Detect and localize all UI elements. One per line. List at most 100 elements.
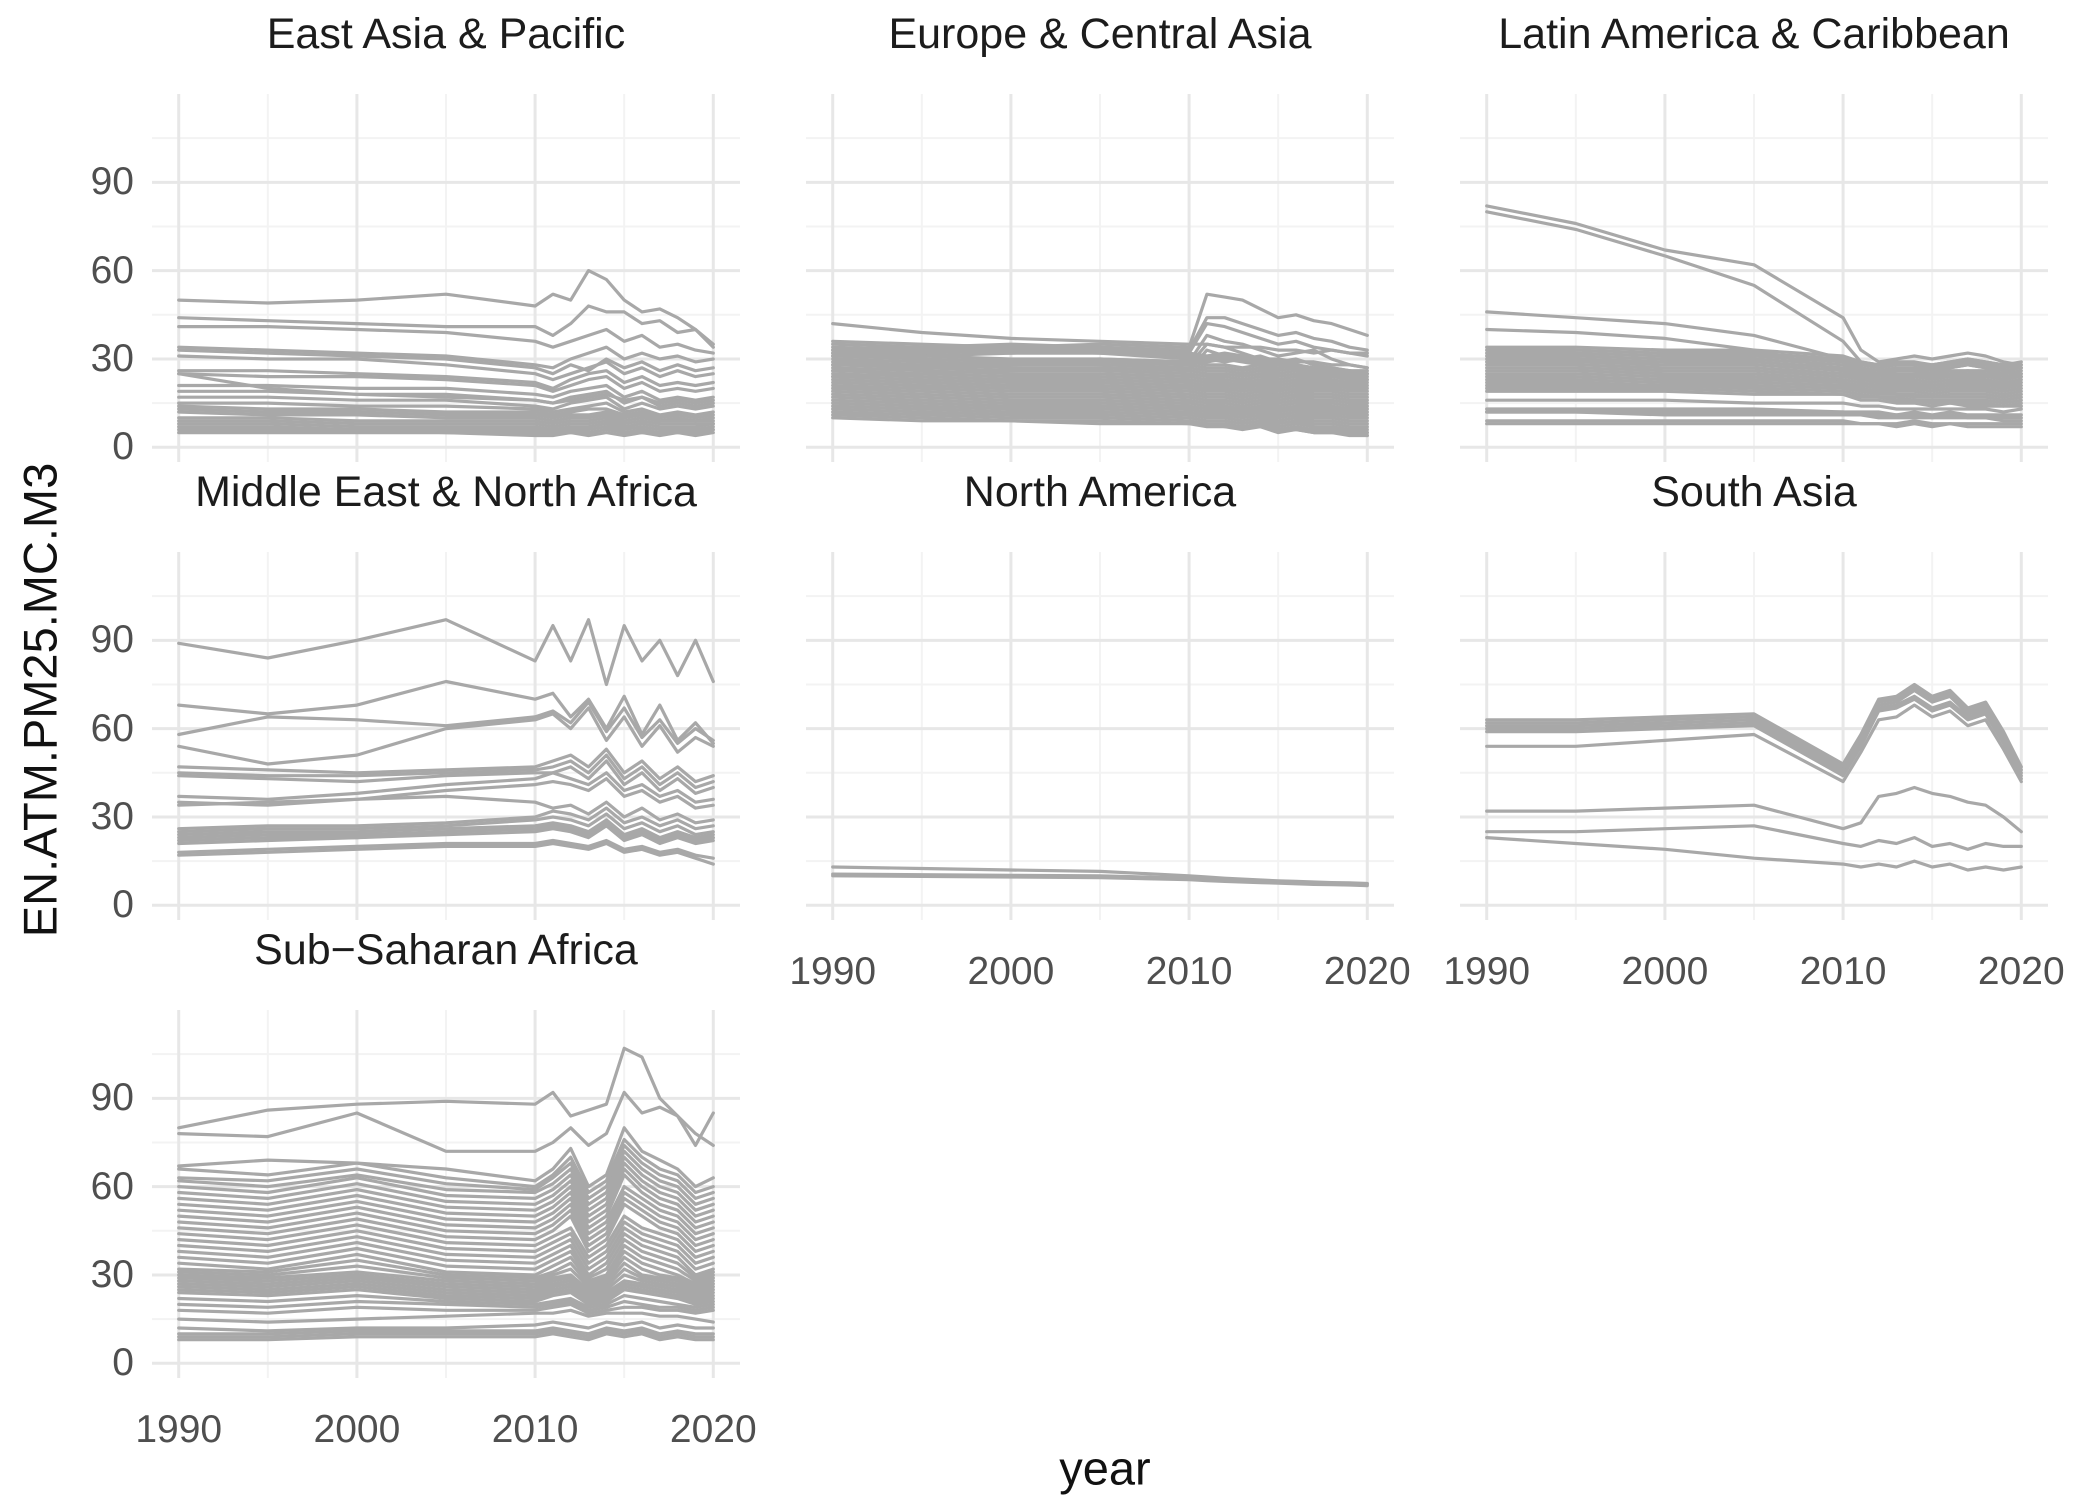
x-tick-label: 2020 xyxy=(1323,950,1411,993)
series-line xyxy=(177,395,715,411)
x-axis-title: year xyxy=(1059,1441,1151,1495)
series-line xyxy=(1485,372,2023,393)
series-line xyxy=(831,366,1369,393)
series-line xyxy=(831,357,1369,385)
series-line xyxy=(1485,204,2023,367)
series-line xyxy=(177,269,715,349)
x-tick-label: 2010 xyxy=(1799,950,1887,993)
facet-east-asia-pacific xyxy=(152,94,740,462)
series-line xyxy=(177,404,715,420)
y-tick-label: 60 xyxy=(90,248,134,292)
series-line xyxy=(177,818,715,840)
series-line xyxy=(177,354,715,382)
series-line xyxy=(831,395,1369,423)
series-line xyxy=(177,1143,715,1201)
series-line xyxy=(177,1326,715,1336)
series-line xyxy=(831,389,1369,417)
series-line xyxy=(831,416,1369,438)
series-line xyxy=(1485,383,2023,405)
series-line xyxy=(177,1161,715,1218)
series-line xyxy=(177,812,715,837)
facet-title: Latin America & Caribbean xyxy=(1498,9,2010,58)
series-line xyxy=(831,398,1369,426)
series-line xyxy=(177,679,715,746)
series-line xyxy=(177,1226,715,1271)
series-line xyxy=(177,1149,715,1206)
series-line xyxy=(1485,357,2023,379)
series-line xyxy=(177,1090,715,1153)
facet-europe-central-asia xyxy=(806,94,1394,462)
series-line xyxy=(1485,375,2023,396)
series-line xyxy=(177,431,715,438)
series-line xyxy=(177,1214,715,1259)
series-line xyxy=(1485,685,2023,772)
series-line xyxy=(177,1332,715,1342)
y-tick-label: 0 xyxy=(112,425,134,469)
facet-title: Europe & Central Asia xyxy=(888,9,1312,58)
series-line xyxy=(1485,785,2023,834)
series-line xyxy=(177,1285,715,1304)
x-tick-label: 2000 xyxy=(967,950,1055,993)
x-tick-label: 2020 xyxy=(669,1408,757,1451)
series-line xyxy=(1485,697,2023,781)
series-line xyxy=(177,1232,715,1277)
facet-south-asia xyxy=(1460,552,2048,920)
series-line xyxy=(177,369,715,390)
series-line xyxy=(177,1261,715,1292)
series-line xyxy=(1485,386,2023,408)
facet-title: Sub−Saharan Africa xyxy=(254,925,638,974)
series-line xyxy=(177,700,715,746)
series-line xyxy=(831,342,1369,376)
series-line xyxy=(831,392,1369,420)
series-line xyxy=(831,383,1369,411)
series-line xyxy=(1485,363,2023,385)
series-line xyxy=(177,618,715,687)
y-tick-label: 90 xyxy=(90,1076,134,1120)
series-line xyxy=(1485,360,2023,382)
series-line xyxy=(177,419,715,429)
series-line xyxy=(177,1220,715,1265)
series-line xyxy=(177,1255,715,1289)
series-line xyxy=(831,378,1369,405)
series-line xyxy=(177,1267,715,1295)
series-line xyxy=(177,1288,715,1307)
facet-title: South Asia xyxy=(1651,467,1857,516)
x-tick-label: 2010 xyxy=(491,1408,579,1451)
series-line xyxy=(831,386,1369,414)
series-line xyxy=(177,824,715,846)
y-tick-label: 0 xyxy=(112,1341,134,1385)
series-line xyxy=(1485,354,2023,376)
series-line xyxy=(1485,422,2023,429)
facet-title: North America xyxy=(963,467,1237,516)
series-line xyxy=(177,1293,715,1309)
series-line xyxy=(177,1329,715,1339)
series-line xyxy=(1485,824,2023,851)
facet-middle-east-north-africa xyxy=(152,552,740,920)
series-line xyxy=(177,759,715,796)
series-line xyxy=(177,410,715,423)
series-line xyxy=(177,1190,715,1242)
series-line xyxy=(1485,398,2023,414)
series-line xyxy=(831,874,1369,888)
series-line xyxy=(177,1237,715,1280)
series-line xyxy=(177,1137,715,1195)
series-line xyxy=(1485,835,2023,872)
series-line xyxy=(1485,351,2023,373)
y-tick-label: 30 xyxy=(90,1252,134,1296)
series-line xyxy=(177,838,715,860)
series-line xyxy=(831,351,1369,379)
series-line xyxy=(177,345,715,370)
series-line xyxy=(177,753,715,790)
y-tick-label: 60 xyxy=(90,1164,134,1208)
series-line xyxy=(831,369,1369,396)
series-line xyxy=(177,1273,715,1298)
y-axis-title: EN.ATM.PM25.MC.M3 xyxy=(13,462,67,938)
series-line xyxy=(831,404,1369,432)
series-line xyxy=(1485,345,2023,367)
series-line xyxy=(177,841,715,866)
series-line xyxy=(177,806,715,831)
x-tick-label: 1990 xyxy=(789,950,877,993)
series-line xyxy=(1485,419,2023,426)
series-line xyxy=(177,1243,715,1283)
series-line xyxy=(831,339,1369,370)
